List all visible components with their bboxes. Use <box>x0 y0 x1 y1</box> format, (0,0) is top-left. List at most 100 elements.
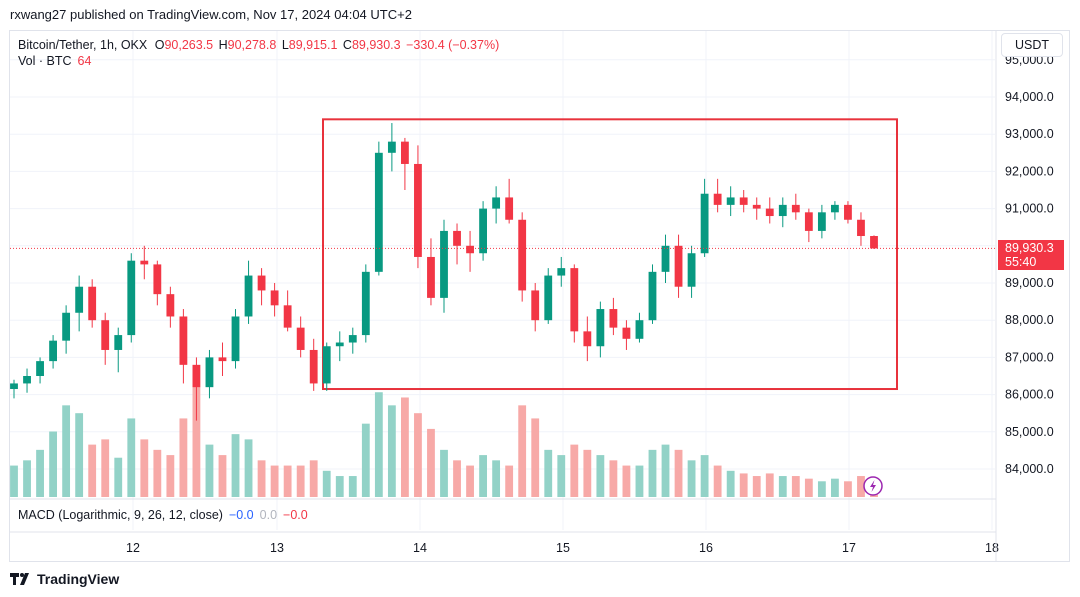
volume-bar <box>62 405 71 497</box>
candle-body <box>479 208 487 254</box>
candle-body <box>791 204 800 213</box>
volume-bar <box>244 439 253 497</box>
price-tick-label: 87,000.0 <box>1005 350 1054 364</box>
volume-bar <box>179 418 188 497</box>
volume-bar <box>231 434 240 497</box>
macd-legend: MACD (Logarithmic, 9, 26, 12, close) −0.0… <box>18 508 308 522</box>
volume-label[interactable]: Vol · BTC <box>18 54 72 68</box>
date-tick-label: 13 <box>270 541 284 555</box>
candle-body <box>739 197 748 205</box>
candle-body <box>101 320 110 350</box>
candle-body <box>153 264 162 295</box>
candle-body <box>127 260 136 336</box>
volume-bar <box>518 405 527 497</box>
candle-body <box>23 376 31 384</box>
candle-body <box>492 197 501 209</box>
low-value: 89,915.1 <box>288 38 338 52</box>
volume-bar <box>778 476 787 497</box>
volume-bar <box>309 460 318 497</box>
candle-body <box>374 152 383 272</box>
volume-bar <box>570 444 579 497</box>
volume-bar <box>596 455 605 497</box>
candle-body <box>140 260 149 265</box>
candle-body <box>36 361 44 376</box>
candle-body <box>88 286 97 321</box>
candle-body <box>205 357 214 388</box>
candle-body <box>648 271 657 321</box>
macd-label[interactable]: MACD (Logarithmic, 9, 26, 12, close) <box>18 508 223 522</box>
candle-body <box>674 245 683 287</box>
candle-body <box>179 316 188 365</box>
candle-body <box>257 275 266 291</box>
candle-body <box>726 197 735 205</box>
price-tick-label: 88,000.0 <box>1005 313 1054 327</box>
date-tick-label: 15 <box>556 541 570 555</box>
price-tick-label: 89,000.0 <box>1005 276 1054 290</box>
volume-bar <box>844 481 852 497</box>
low-label: L <box>281 38 289 52</box>
volume-bar <box>205 444 214 497</box>
volume-bar <box>726 470 735 497</box>
volume-bar <box>218 455 227 497</box>
volume-bar <box>23 460 31 497</box>
volume-bar <box>127 418 136 497</box>
candle-body <box>844 204 852 220</box>
volume-bar <box>700 455 709 497</box>
close-value: 89,930.3 <box>351 38 401 52</box>
candle-body <box>453 230 461 246</box>
candle-body <box>427 256 435 298</box>
volume-bar <box>648 449 657 497</box>
candle-body <box>361 271 370 336</box>
candle-body <box>322 346 331 384</box>
price-tick-label: 91,000.0 <box>1005 202 1054 216</box>
volume-bar <box>427 428 435 497</box>
candle-body <box>713 193 722 205</box>
candle-body <box>544 275 553 321</box>
volume-bar <box>609 460 618 497</box>
volume-bar <box>479 455 487 497</box>
chart-frame <box>9 30 1070 562</box>
candle-body <box>700 193 709 254</box>
candle-body <box>635 320 644 339</box>
volume-bar <box>114 457 123 497</box>
volume-bar <box>36 449 44 497</box>
macd-value-3: −0.0 <box>283 508 308 522</box>
price-tick-label: 85,000.0 <box>1005 425 1054 439</box>
macd-value-1: −0.0 <box>228 508 254 522</box>
volume-bar <box>101 439 110 497</box>
symbol-label[interactable]: Bitcoin/Tether, 1h, OKX <box>18 38 148 52</box>
candle-body <box>218 357 227 362</box>
volume-bar <box>635 465 644 497</box>
candle-body <box>583 331 592 347</box>
candle-body <box>804 212 813 231</box>
high-value: 90,278.8 <box>227 38 277 52</box>
volume-bar <box>453 460 461 497</box>
price-tick-label: 94,000.0 <box>1005 90 1054 104</box>
tradingview-logo-icon <box>10 573 29 585</box>
volume-bar <box>374 392 383 497</box>
volume-bar <box>804 478 813 497</box>
last-price-tag: 89,930.3 55:40 <box>998 240 1064 270</box>
volume-bar <box>817 481 826 497</box>
open-value: 90,263.5 <box>164 38 214 52</box>
volume-bar <box>440 449 448 497</box>
open-label: O <box>154 38 165 52</box>
candle-body <box>531 290 540 321</box>
candle-body <box>75 286 84 313</box>
volume-legend: Vol · BTC 64 <box>18 54 91 68</box>
candle-body <box>661 245 670 272</box>
volume-bar <box>505 465 514 497</box>
brand-logo[interactable]: TradingView <box>10 571 119 587</box>
volume-bar <box>831 478 839 497</box>
volume-bar <box>88 444 97 497</box>
volume-bar <box>687 460 696 497</box>
volume-bar <box>752 476 761 497</box>
date-tick-label: 17 <box>842 541 856 555</box>
volume-bar <box>414 413 422 497</box>
candle-body <box>348 335 357 343</box>
candle-body <box>765 208 774 217</box>
volume-bar <box>270 465 279 497</box>
currency-button[interactable]: USDT <box>1001 33 1063 57</box>
candle-body <box>387 141 396 153</box>
